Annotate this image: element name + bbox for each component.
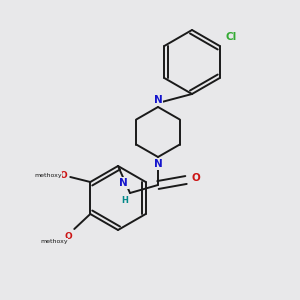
Text: O: O <box>191 173 200 183</box>
Text: Cl: Cl <box>226 32 237 42</box>
Text: O: O <box>59 170 67 179</box>
Text: methoxy: methoxy <box>34 172 62 178</box>
Text: methoxy: methoxy <box>40 238 68 244</box>
Text: H: H <box>121 196 128 205</box>
Text: N: N <box>119 178 128 188</box>
Text: O: O <box>64 232 72 241</box>
Text: N: N <box>154 159 162 169</box>
Text: N: N <box>154 95 162 105</box>
